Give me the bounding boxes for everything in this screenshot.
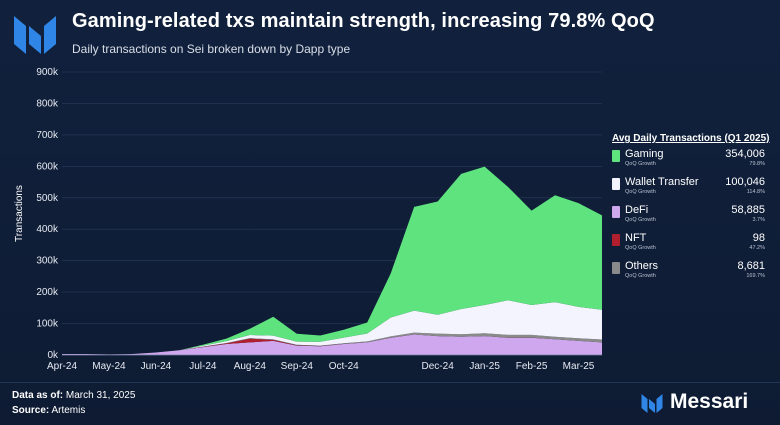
y-tick-label: 0k xyxy=(47,350,59,361)
legend-growth: 79.8% xyxy=(749,161,765,167)
legend-value: 58,885 xyxy=(731,204,765,216)
y-tick-label: 600k xyxy=(36,161,59,172)
legend-item-others: Others QoQ Growth 8,681 169.7% xyxy=(612,260,770,284)
y-tick-label: 800k xyxy=(36,98,59,109)
legend-item-nft: NFT QoQ Growth 98 47.2% xyxy=(612,232,770,256)
data-as-of-label: Data as of: xyxy=(12,390,64,401)
y-tick-label: 700k xyxy=(36,130,59,141)
stacked-area-chart: 0k 100k 200k 300k 400k 500k 600k 700k 800k 900k Tr… xyxy=(14,67,602,372)
legend-name: Others xyxy=(625,260,659,272)
legend-swatch xyxy=(612,150,620,162)
source: Source: Artemis xyxy=(12,405,85,416)
series-area-wallet-transfer xyxy=(62,300,602,355)
messari-logo-icon xyxy=(14,16,56,54)
legend-growth-label: QoQ Growth xyxy=(625,217,656,223)
legend-value: 98 xyxy=(752,232,765,244)
y-tick-label: 100k xyxy=(36,319,59,330)
x-tick-label: Dec-24 xyxy=(422,361,455,372)
legend-swatch xyxy=(612,178,620,190)
legend-value: 100,046 xyxy=(725,176,765,188)
legend-name: DeFi xyxy=(625,204,649,216)
data-as-of-value: March 31, 2025 xyxy=(65,390,136,401)
chart-subtitle: Daily transactions on Sei broken down by… xyxy=(72,42,351,56)
y-tick-label: 500k xyxy=(36,193,59,204)
legend-item-wallet-transfer: Wallet Transfer QoQ Growth 100,046 114.8… xyxy=(612,176,770,200)
x-tick-label: Feb-25 xyxy=(516,361,548,372)
x-tick-label: Aug-24 xyxy=(234,361,267,372)
legend-growth: 47.2% xyxy=(749,245,765,251)
legend-growth: 114.8% xyxy=(746,189,765,195)
messari-logo-icon xyxy=(641,394,663,413)
legend-growth: 3.7% xyxy=(752,217,765,223)
legend-name: Gaming xyxy=(625,148,664,160)
x-tick-label: May-24 xyxy=(92,361,126,372)
y-tick-label: 400k xyxy=(36,224,59,235)
y-tick-label: 900k xyxy=(36,67,59,78)
footer-divider xyxy=(0,382,780,383)
series-area-defi xyxy=(62,334,602,355)
legend: Avg Daily Transactions (Q1 2025) Gaming … xyxy=(612,133,770,284)
legend-growth-label: QoQ Growth xyxy=(625,189,656,195)
legend-swatch xyxy=(612,234,620,246)
y-tick-label: 300k xyxy=(36,256,59,267)
brand-name: Messari xyxy=(670,390,749,413)
legend-growth: 169.7% xyxy=(746,273,765,279)
legend-growth-label: QoQ Growth xyxy=(625,245,656,251)
legend-swatch xyxy=(612,262,620,274)
y-tick-label: 200k xyxy=(36,287,59,298)
legend-item-defi: DeFi QoQ Growth 58,885 3.7% xyxy=(612,204,770,228)
x-tick-label: Jul-24 xyxy=(189,361,217,372)
y-axis-label: Transactions xyxy=(14,185,25,242)
x-tick-label: Jan-25 xyxy=(469,361,500,372)
legend-value: 8,681 xyxy=(737,260,765,272)
x-tick-label: Jun-24 xyxy=(141,361,172,372)
legend-title: Avg Daily Transactions (Q1 2025) xyxy=(612,133,770,144)
data-as-of: Data as of: March 31, 2025 xyxy=(12,390,135,401)
legend-name: NFT xyxy=(625,232,647,244)
legend-swatch xyxy=(612,206,620,218)
source-label: Source: xyxy=(12,405,50,416)
legend-growth-label: QoQ Growth xyxy=(625,161,656,167)
x-tick-label: Mar-25 xyxy=(563,361,595,372)
x-tick-label: Apr-24 xyxy=(47,361,77,372)
legend-name: Wallet Transfer xyxy=(625,176,699,188)
legend-growth-label: QoQ Growth xyxy=(625,273,656,279)
brand: Messari xyxy=(640,390,770,416)
x-tick-label: Sep-24 xyxy=(281,361,314,372)
legend-value: 354,006 xyxy=(725,148,765,160)
x-tick-label: Oct-24 xyxy=(329,361,359,372)
series-area-gaming xyxy=(62,166,602,355)
chart-title: Gaming-related txs maintain strength, in… xyxy=(72,10,655,32)
source-value: Artemis xyxy=(51,405,86,416)
legend-item-gaming: Gaming QoQ Growth 354,006 79.8% xyxy=(612,148,770,172)
